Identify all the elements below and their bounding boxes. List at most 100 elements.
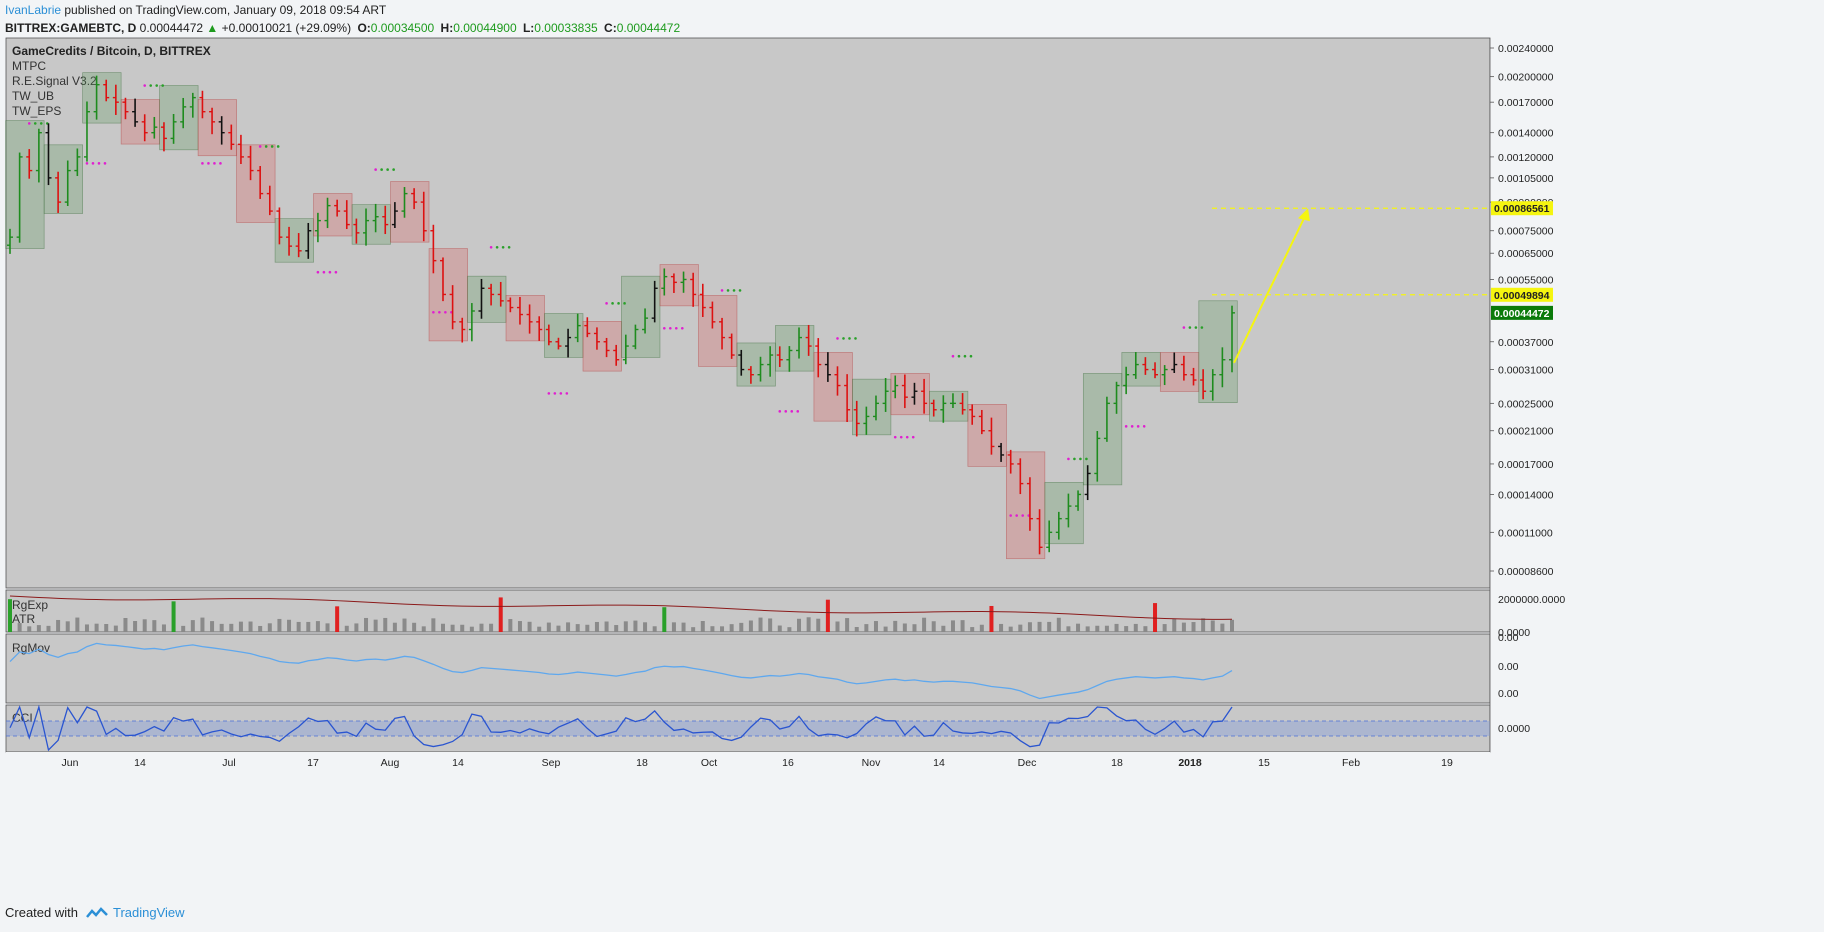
y-tick-label: 0.00008600: [1498, 566, 1554, 578]
volume-bar: [681, 622, 686, 632]
range-box: [5, 120, 45, 249]
level-dot: [1200, 326, 1204, 329]
volume-bar: [402, 618, 407, 632]
indicator-label: TW_EPS: [12, 104, 61, 118]
y-tick-label: 0.00: [1498, 661, 1519, 673]
range-box: [467, 275, 507, 323]
volume-bar: [142, 619, 147, 632]
volume-bar: [258, 625, 263, 632]
range-box: [313, 193, 353, 237]
volume-bar: [556, 625, 561, 632]
level-dot: [1182, 326, 1186, 329]
x-tick-label: 15: [1258, 757, 1270, 769]
range-box: [120, 99, 160, 145]
volume-bar: [277, 618, 282, 632]
x-tick-label: 14: [134, 757, 146, 769]
volume-bar: [296, 621, 301, 632]
volume-bar: [1066, 626, 1071, 632]
pane-bg-1: [5, 589, 1491, 633]
projection-arrowhead: [1298, 208, 1310, 222]
last-price: 0.00044472: [139, 21, 204, 35]
volume-bar: [152, 620, 157, 632]
x-tick-label: 17: [307, 757, 319, 769]
volume-bar: [84, 624, 89, 632]
volume-bar: [643, 622, 648, 632]
x-tick-label: Oct: [701, 757, 717, 769]
level-dot: [501, 245, 505, 249]
volume-bar: [450, 624, 455, 632]
x-tick-label: Nov: [862, 757, 881, 769]
range-box: [775, 325, 815, 372]
volume-bar: [652, 626, 657, 632]
volume-bar: [787, 627, 792, 632]
level-dot: [316, 270, 320, 274]
range-box: [621, 275, 661, 358]
volume-bar: [614, 625, 619, 632]
y-tick-label: 0.00011000: [1498, 527, 1553, 539]
tradingview-brand[interactable]: TradingView: [112, 905, 185, 920]
range-box: [1044, 481, 1084, 545]
volume-bar: [1143, 626, 1148, 632]
indicator-label: ATR: [12, 612, 35, 626]
level-dot: [97, 162, 101, 165]
y-tick-label: 0.00025000: [1498, 398, 1554, 410]
volume-bar: [248, 621, 253, 632]
level-dot: [1194, 326, 1198, 329]
author-link[interactable]: IvanLabrie: [5, 3, 62, 17]
level-dot: [784, 410, 788, 413]
volume-bar: [825, 599, 830, 632]
volume-bar: [845, 618, 850, 632]
volume-bar: [816, 618, 821, 632]
level-dot: [836, 337, 839, 340]
volume-bar: [354, 623, 359, 632]
level-dot: [680, 326, 684, 330]
level-dot: [963, 354, 967, 358]
volume-bar: [364, 617, 369, 632]
volume-bar: [662, 607, 667, 632]
volume-bar: [200, 617, 205, 632]
volume-bar: [344, 625, 349, 632]
y-tick-label: 0.0000: [1498, 723, 1530, 735]
indicator-label: RgMov: [12, 641, 50, 655]
x-tick-label: Sep: [542, 757, 561, 769]
y-tick-label: 0.00240000: [1498, 43, 1554, 55]
volume-bar: [873, 621, 878, 632]
level-dot: [905, 435, 909, 439]
y-tick-label: 2000000.0000: [1498, 594, 1565, 606]
volume-bar: [912, 624, 917, 632]
volume-bar: [1037, 621, 1042, 632]
level-dot: [732, 289, 736, 292]
volume-bar: [864, 624, 869, 632]
level-dot: [386, 168, 389, 171]
low-value: 0.00033835: [534, 21, 598, 35]
x-tick-label: 14: [933, 757, 945, 769]
level-dot: [796, 410, 800, 413]
volume-bar: [27, 626, 32, 632]
change-up-icon: ▲: [206, 21, 219, 35]
y-tick-label: 0.00021000: [1498, 426, 1554, 438]
range-box: [1159, 352, 1200, 392]
price-axis-bg: [1490, 38, 1563, 752]
range-box: [659, 264, 699, 307]
low-label: L:: [522, 21, 535, 35]
x-tick-label: 18: [1111, 757, 1123, 769]
volume-bar: [440, 623, 445, 632]
level-dot: [328, 270, 332, 274]
level-dot: [848, 337, 851, 340]
range-box: [1198, 300, 1238, 404]
volume-bar: [729, 624, 734, 632]
price-label-text: 0.00044472: [1494, 308, 1550, 320]
level-dot: [1085, 457, 1088, 461]
volume-bar: [604, 621, 609, 632]
range-box: [236, 144, 276, 223]
x-tick-label: 16: [782, 757, 794, 769]
volume-bar: [941, 625, 946, 632]
volume-bar: [469, 626, 474, 632]
y-tick-label: 0.00: [1498, 632, 1519, 644]
level-dot: [738, 289, 742, 292]
volume-bar: [989, 605, 994, 632]
volume-bar: [999, 623, 1004, 632]
volume-bar: [1018, 624, 1023, 632]
volume-bar: [585, 624, 590, 632]
